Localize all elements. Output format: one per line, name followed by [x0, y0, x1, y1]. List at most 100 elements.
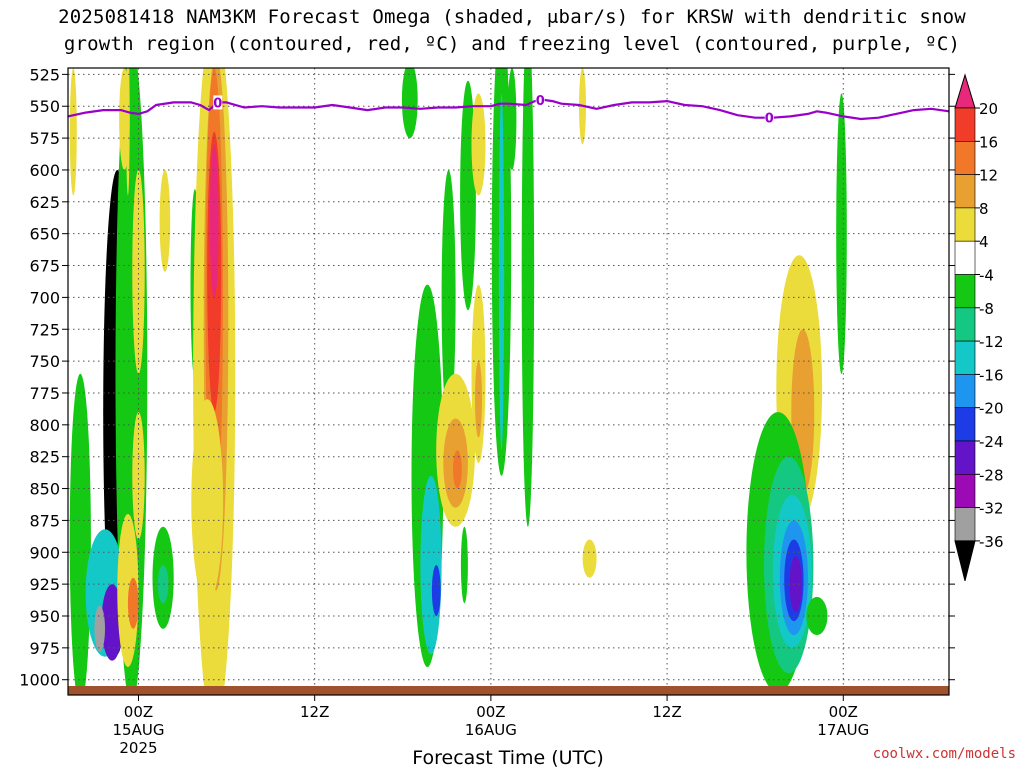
- colorbar-label: -8: [979, 300, 994, 318]
- freezing-level-label-bg: [535, 92, 545, 107]
- colorbar-segment: [954, 473, 976, 508]
- y-tick-label: 900: [29, 543, 60, 562]
- x-tick-label: 00Z: [124, 703, 153, 721]
- colorbar-segment: [954, 107, 976, 142]
- y-tick-label: 925: [29, 575, 60, 594]
- colorbar-label: -24: [979, 433, 1004, 451]
- colorbar-label: -36: [979, 533, 1004, 551]
- colorbar-segment: [954, 207, 976, 242]
- colorbar-segment: [954, 340, 976, 375]
- grid-layer: [68, 68, 949, 695]
- y-tick-label: 850: [29, 480, 60, 499]
- freezing-level-line: [68, 98, 949, 121]
- y-tick-label: 700: [29, 288, 60, 307]
- x-tick-label: 16AUG: [465, 721, 517, 739]
- omega-cell: [431, 565, 441, 616]
- y-tick-label: 750: [29, 352, 60, 371]
- freezing-level-label: 0: [765, 112, 774, 127]
- omega-cell: [453, 450, 462, 489]
- y-tick-label: 775: [29, 384, 60, 403]
- colorbar-segment: [954, 174, 976, 209]
- colorbar-segment: [954, 407, 976, 442]
- omega-cell: [132, 412, 145, 540]
- omega-cell: [521, 68, 535, 527]
- colorbar-label: -4: [979, 267, 994, 285]
- omega-cell: [209, 144, 219, 298]
- omega-cell: [127, 577, 139, 629]
- freezing-level-label-bg: [213, 95, 223, 110]
- y-tick-label: 625: [29, 193, 60, 212]
- freezing-level-layer: 0 0 0: [68, 92, 949, 127]
- colorbar-bottom-arrow: [954, 540, 976, 582]
- y-tick-label: 525: [29, 65, 60, 84]
- omega-cell: [191, 399, 224, 604]
- x-tick-label: 00Z: [476, 703, 505, 721]
- x-axis-label: Forecast Time (UTC): [412, 747, 603, 768]
- ground-surface: [68, 686, 949, 695]
- omega-cell: [126, 68, 130, 196]
- omega-cell: [475, 361, 482, 438]
- colorbar-label: -16: [979, 366, 1004, 384]
- y-tick-label: 800: [29, 416, 60, 435]
- colorbar-label: 4: [979, 233, 989, 251]
- chart-title-line-2: growth region (contoured, red, ºC) and f…: [63, 33, 961, 55]
- x-tick-label: 17AUG: [817, 721, 869, 739]
- freezing-level-label: 0: [536, 94, 545, 109]
- x-tick-label: 15AUG: [113, 721, 165, 739]
- colorbar-label: 20: [979, 100, 998, 118]
- colorbar-label: 16: [979, 133, 998, 151]
- colorbar-label: -32: [979, 500, 1004, 518]
- omega-cell: [132, 169, 145, 374]
- y-tick-label: 950: [29, 607, 60, 626]
- y-axis: 525 550 575 600 625 650 675 700 725 750 775 800 825 8…: [19, 65, 955, 690]
- colorbar-segment: [954, 507, 976, 542]
- y-tick-label: 675: [29, 257, 60, 276]
- colorbar-segment: [954, 141, 976, 175]
- omega-cell: [401, 68, 418, 139]
- site-credit: coolwx.com/models: [873, 746, 1016, 762]
- omega-cell: [94, 605, 105, 652]
- x-tick-label: 2025: [119, 739, 157, 757]
- x-tick-label: 12Z: [652, 703, 681, 721]
- omega-cell: [789, 556, 802, 613]
- omega-cell: [101, 584, 123, 661]
- colorbar: 20 16 12 8 4 -4 -8 -12 -16 -20 -24 -28 -32 -36: [954, 73, 1004, 582]
- omega-shading-layer: [69, 68, 847, 695]
- omega-cell: [69, 68, 77, 196]
- plot-frame: [67, 67, 950, 696]
- omega-cell: [471, 93, 486, 196]
- y-tick-label: 550: [29, 97, 60, 116]
- x-tick-label: 00Z: [829, 703, 858, 721]
- colorbar-label: -12: [979, 333, 1004, 351]
- y-tick-label: 875: [29, 511, 60, 530]
- omega-cell: [836, 93, 847, 374]
- colorbar-segment: [954, 274, 976, 309]
- colorbar-segment: [954, 240, 976, 275]
- colorbar-label: -20: [979, 400, 1004, 418]
- y-tick-label: 600: [29, 161, 60, 180]
- y-tick-label: 825: [29, 448, 60, 467]
- y-tick-label: 725: [29, 320, 60, 339]
- colorbar-label: 12: [979, 167, 998, 185]
- y-tick-label: 975: [29, 639, 60, 658]
- omega-cell: [582, 539, 597, 578]
- colorbar-label: 8: [979, 200, 989, 218]
- omega-cell: [507, 68, 517, 170]
- x-tick-label: 12Z: [300, 703, 329, 721]
- freezing-level-label-bg: [764, 110, 774, 125]
- omega-cell: [420, 475, 442, 655]
- chart-title-line-1: 2025081418 NAM3KM Forecast Omega (shaded…: [58, 6, 966, 28]
- y-tick-label: 1000: [19, 671, 60, 690]
- colorbar-top-arrow: [954, 73, 976, 109]
- omega-cell: [806, 596, 828, 636]
- omega-cell: [69, 373, 91, 695]
- omega-cell: [159, 169, 171, 272]
- y-tick-label: 650: [29, 225, 60, 244]
- colorbar-segment: [954, 374, 976, 408]
- colorbar-label: -28: [979, 466, 1004, 484]
- omega-cell: [498, 93, 505, 451]
- omega-cell: [460, 526, 468, 604]
- y-tick-label: 575: [29, 129, 60, 148]
